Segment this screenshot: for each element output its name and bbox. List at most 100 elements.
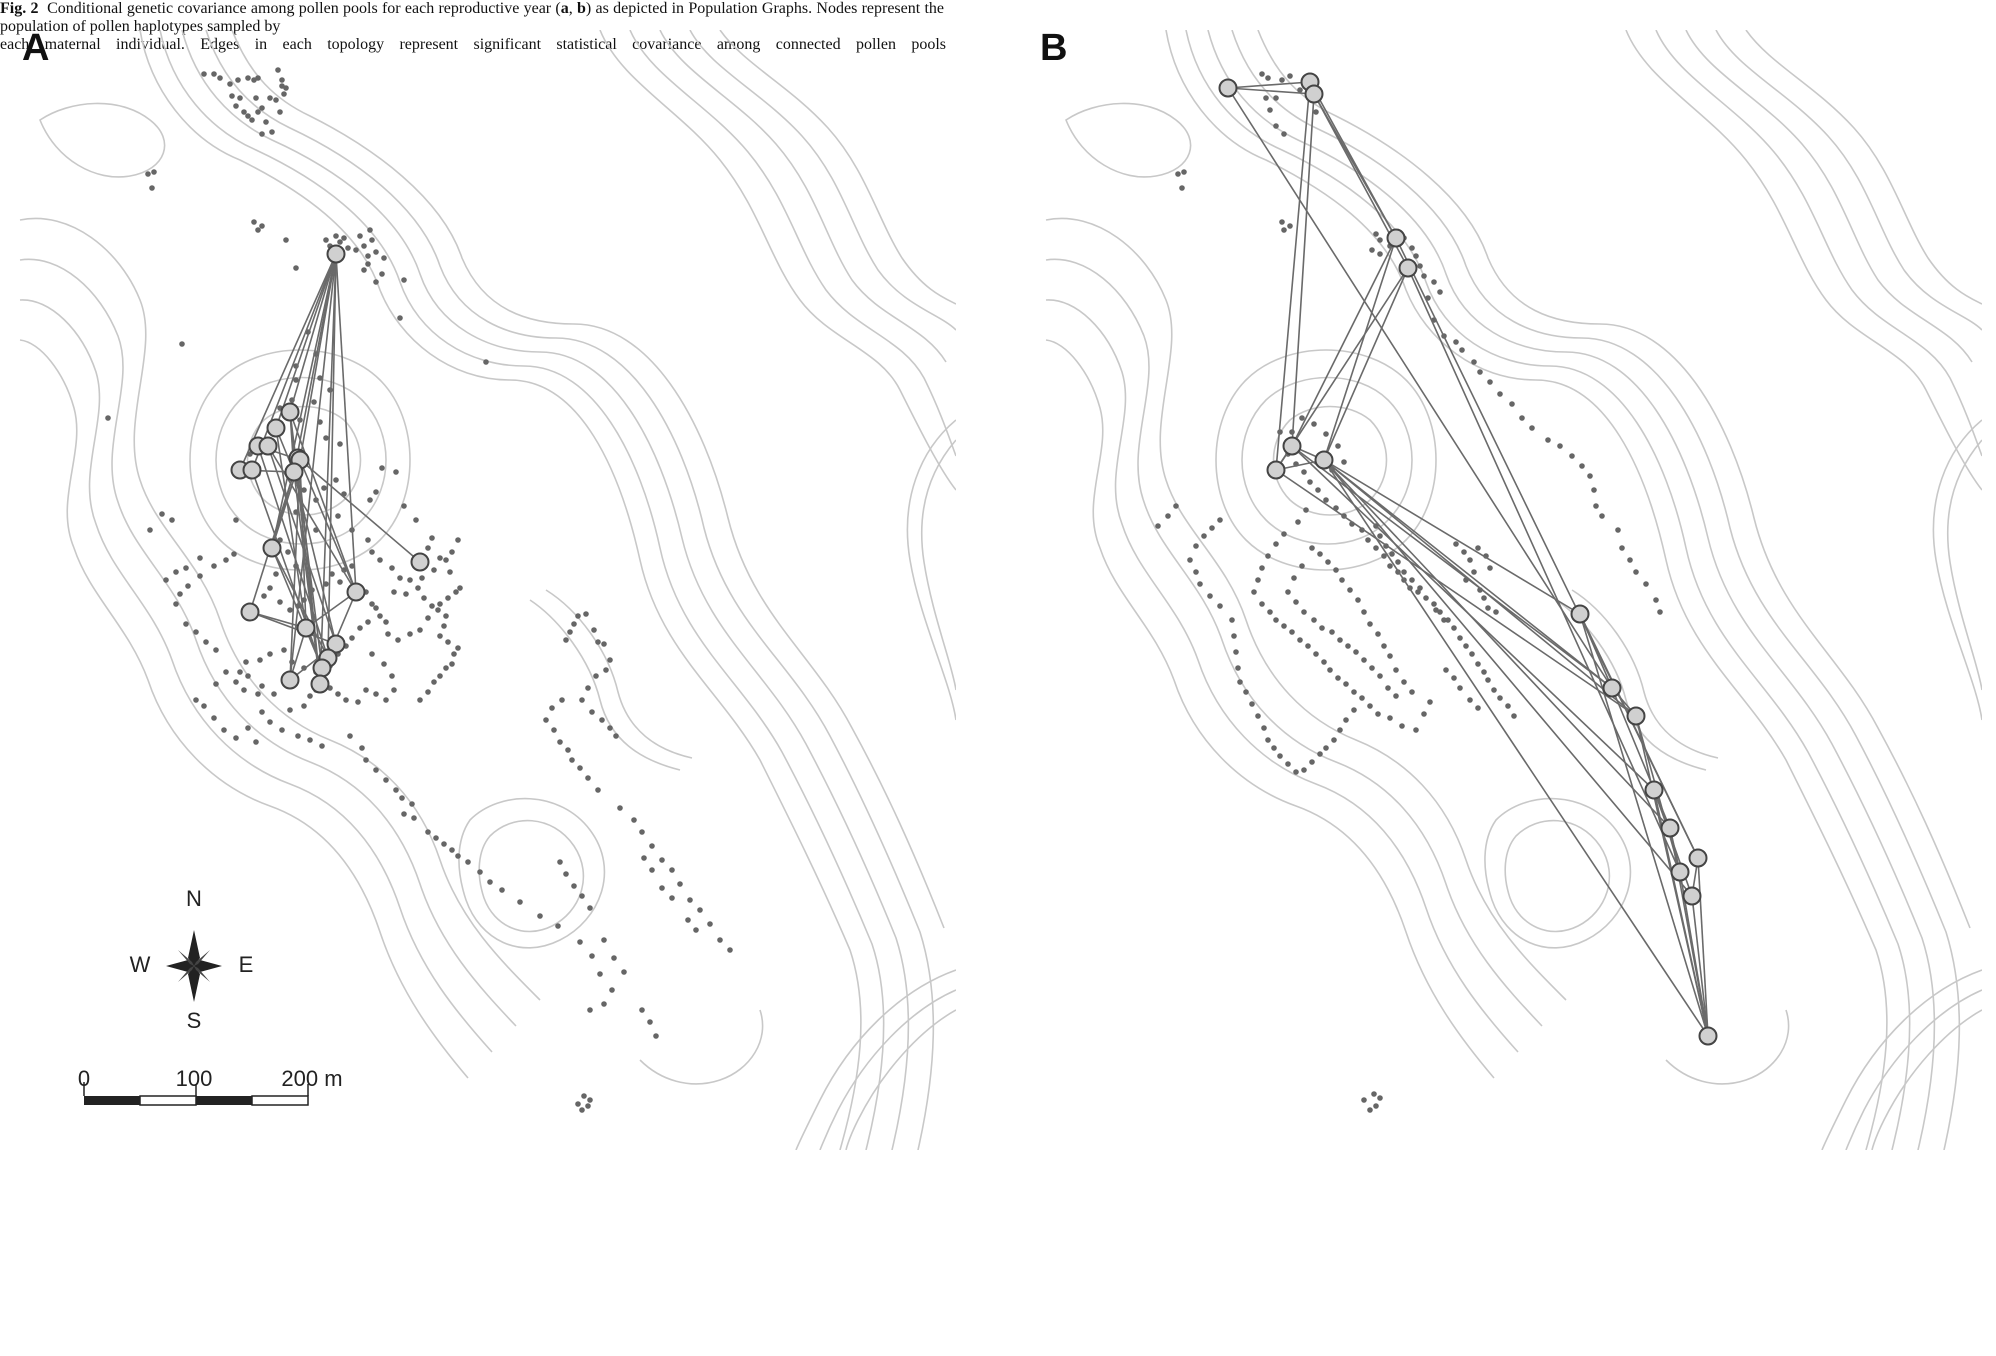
tree-point bbox=[237, 669, 243, 675]
tree-point bbox=[327, 387, 333, 393]
tree-point bbox=[361, 267, 367, 273]
tree-point bbox=[1497, 391, 1503, 397]
graph-edge bbox=[319, 253, 337, 685]
tree-point bbox=[369, 237, 375, 243]
tree-point bbox=[267, 719, 273, 725]
tree-point bbox=[687, 897, 693, 903]
tree-point bbox=[1331, 737, 1337, 743]
tree-point bbox=[357, 233, 363, 239]
tree-point bbox=[1307, 479, 1313, 485]
tree-point bbox=[593, 673, 599, 679]
tree-point bbox=[449, 661, 455, 667]
tree-point bbox=[559, 697, 565, 703]
tree-point bbox=[445, 595, 451, 601]
tree-point bbox=[587, 905, 593, 911]
tree-point bbox=[1267, 107, 1273, 113]
tree-point bbox=[393, 469, 399, 475]
tree-point bbox=[1281, 131, 1287, 137]
tree-point bbox=[211, 715, 217, 721]
tree-point bbox=[1315, 487, 1321, 493]
tree-point bbox=[349, 563, 355, 569]
tree-point bbox=[383, 697, 389, 703]
tree-point bbox=[311, 399, 317, 405]
compass-star-icon bbox=[166, 930, 222, 1002]
tree-point bbox=[1233, 649, 1239, 655]
tree-point bbox=[1343, 681, 1349, 687]
tree-point bbox=[1477, 369, 1483, 375]
graph-edge bbox=[289, 411, 357, 593]
tree-point bbox=[1235, 665, 1241, 671]
graph-edge bbox=[1275, 81, 1311, 471]
tree-point bbox=[425, 689, 431, 695]
tree-point bbox=[1367, 621, 1373, 627]
tree-point bbox=[1427, 699, 1433, 705]
graph-edge bbox=[327, 253, 337, 659]
tree-point bbox=[241, 687, 247, 693]
graph-node bbox=[1670, 862, 1690, 882]
graph-node bbox=[1314, 450, 1334, 470]
tree-point bbox=[267, 585, 273, 591]
network-edges bbox=[239, 253, 421, 685]
tree-point bbox=[1373, 545, 1379, 551]
tree-point bbox=[1337, 637, 1343, 643]
tree-point bbox=[595, 639, 601, 645]
graph-edge bbox=[1323, 459, 1693, 897]
tree-point bbox=[579, 1107, 585, 1113]
tree-point bbox=[1329, 629, 1335, 635]
tree-point bbox=[1271, 745, 1277, 751]
graph-edge bbox=[289, 459, 301, 681]
tree-point bbox=[257, 657, 263, 663]
tree-point bbox=[263, 119, 269, 125]
tree-point bbox=[1445, 617, 1451, 623]
tree-point bbox=[1569, 453, 1575, 459]
tree-point bbox=[1265, 737, 1271, 743]
tree-point bbox=[1279, 77, 1285, 83]
tree-point bbox=[357, 625, 363, 631]
tree-point bbox=[261, 593, 267, 599]
tree-point bbox=[1323, 745, 1329, 751]
tree-point bbox=[451, 651, 457, 657]
tree-point bbox=[1505, 703, 1511, 709]
tree-point bbox=[601, 937, 607, 943]
tree-point bbox=[1579, 463, 1585, 469]
tree-point bbox=[571, 883, 577, 889]
tree-point bbox=[163, 577, 169, 583]
tree-point bbox=[367, 497, 373, 503]
tree-point bbox=[1279, 219, 1285, 225]
tree-point bbox=[429, 535, 435, 541]
tree-point bbox=[335, 691, 341, 697]
network-nodes bbox=[1218, 72, 1718, 1046]
tree-point bbox=[1377, 1095, 1383, 1101]
tree-point bbox=[417, 697, 423, 703]
tree-point bbox=[1297, 87, 1303, 93]
tree-point bbox=[669, 867, 675, 873]
tree-point bbox=[549, 705, 555, 711]
tree-point bbox=[369, 601, 375, 607]
graph-edge bbox=[275, 253, 337, 429]
graph-edge bbox=[1275, 267, 1409, 471]
tree-point bbox=[389, 673, 395, 679]
tree-point bbox=[607, 657, 613, 663]
tree-point bbox=[437, 633, 443, 639]
tree-point bbox=[577, 939, 583, 945]
caption-ref-a: a bbox=[560, 0, 569, 17]
graph-node bbox=[326, 634, 346, 654]
tree-point bbox=[1493, 609, 1499, 615]
tree-point bbox=[1387, 715, 1393, 721]
tree-point bbox=[281, 647, 287, 653]
tree-point bbox=[1557, 443, 1563, 449]
tree-point bbox=[365, 619, 371, 625]
tree-point bbox=[1293, 769, 1299, 775]
tree-point bbox=[183, 565, 189, 571]
tree-point bbox=[1303, 507, 1309, 513]
tree-point bbox=[1327, 667, 1333, 673]
tree-point bbox=[1481, 669, 1487, 675]
compass-east-label: E bbox=[239, 952, 254, 977]
tree-point bbox=[1591, 487, 1597, 493]
tree-point bbox=[245, 113, 251, 119]
tree-point bbox=[1453, 339, 1459, 345]
tree-point bbox=[1341, 459, 1347, 465]
tree-point bbox=[253, 95, 259, 101]
tree-point bbox=[255, 227, 261, 233]
tree-point bbox=[283, 237, 289, 243]
